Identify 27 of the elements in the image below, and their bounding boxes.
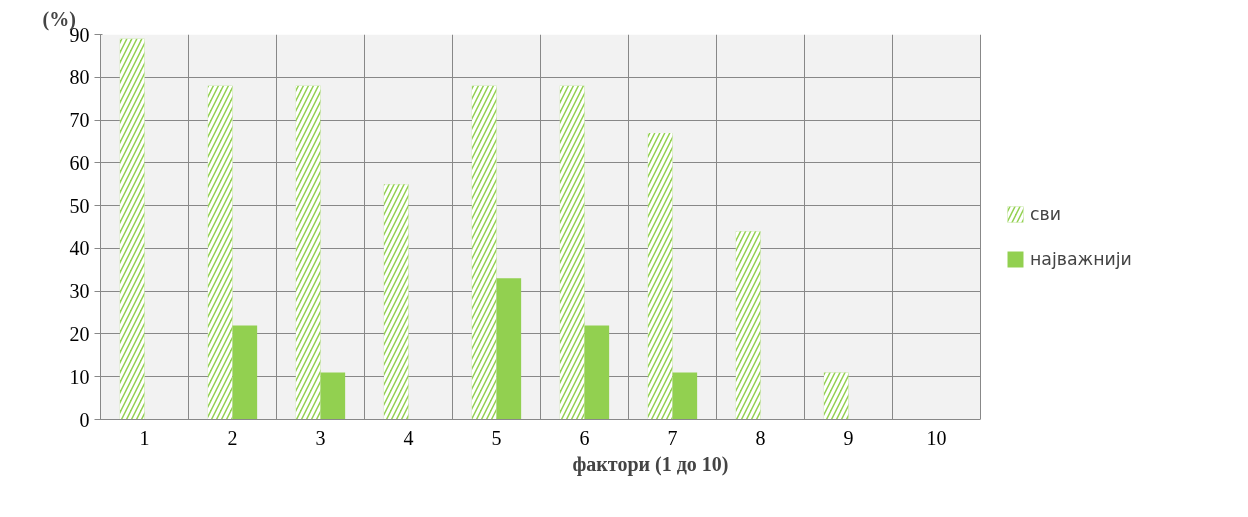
x-tick-label: 5 — [491, 426, 502, 449]
y-tick-label: 30 — [69, 280, 90, 303]
legend-label: најважнији — [1030, 249, 1132, 269]
y-tick-label: 50 — [69, 194, 90, 217]
y-tick-label: 20 — [69, 322, 90, 345]
x-tick-label: 7 — [667, 426, 678, 449]
x-axis-title: фактори (1 до 10) — [572, 452, 729, 476]
x-tick-label: 3 — [315, 426, 326, 449]
x-tick-label: 1 — [139, 426, 150, 449]
bar — [584, 325, 610, 420]
y-tick-label: 10 — [69, 365, 90, 388]
x-tick-label: 6 — [579, 426, 590, 449]
legend-label: сви — [1030, 204, 1062, 224]
bar — [232, 325, 258, 420]
bar — [320, 372, 346, 420]
x-tick-label: 8 — [755, 426, 766, 449]
x-tick-label: 10 — [926, 426, 947, 449]
bar — [496, 278, 522, 420]
y-tick-label: 70 — [69, 109, 90, 132]
bar — [672, 372, 698, 420]
y-tick-label: 80 — [69, 66, 90, 89]
x-tick-label: 4 — [403, 426, 414, 449]
y-tick-label: 0 — [79, 408, 90, 431]
x-tick-label: 2 — [227, 426, 238, 449]
y-tick-label: 60 — [69, 151, 90, 174]
x-tick-label: 9 — [843, 426, 854, 449]
y-tick-label: 40 — [69, 237, 90, 260]
